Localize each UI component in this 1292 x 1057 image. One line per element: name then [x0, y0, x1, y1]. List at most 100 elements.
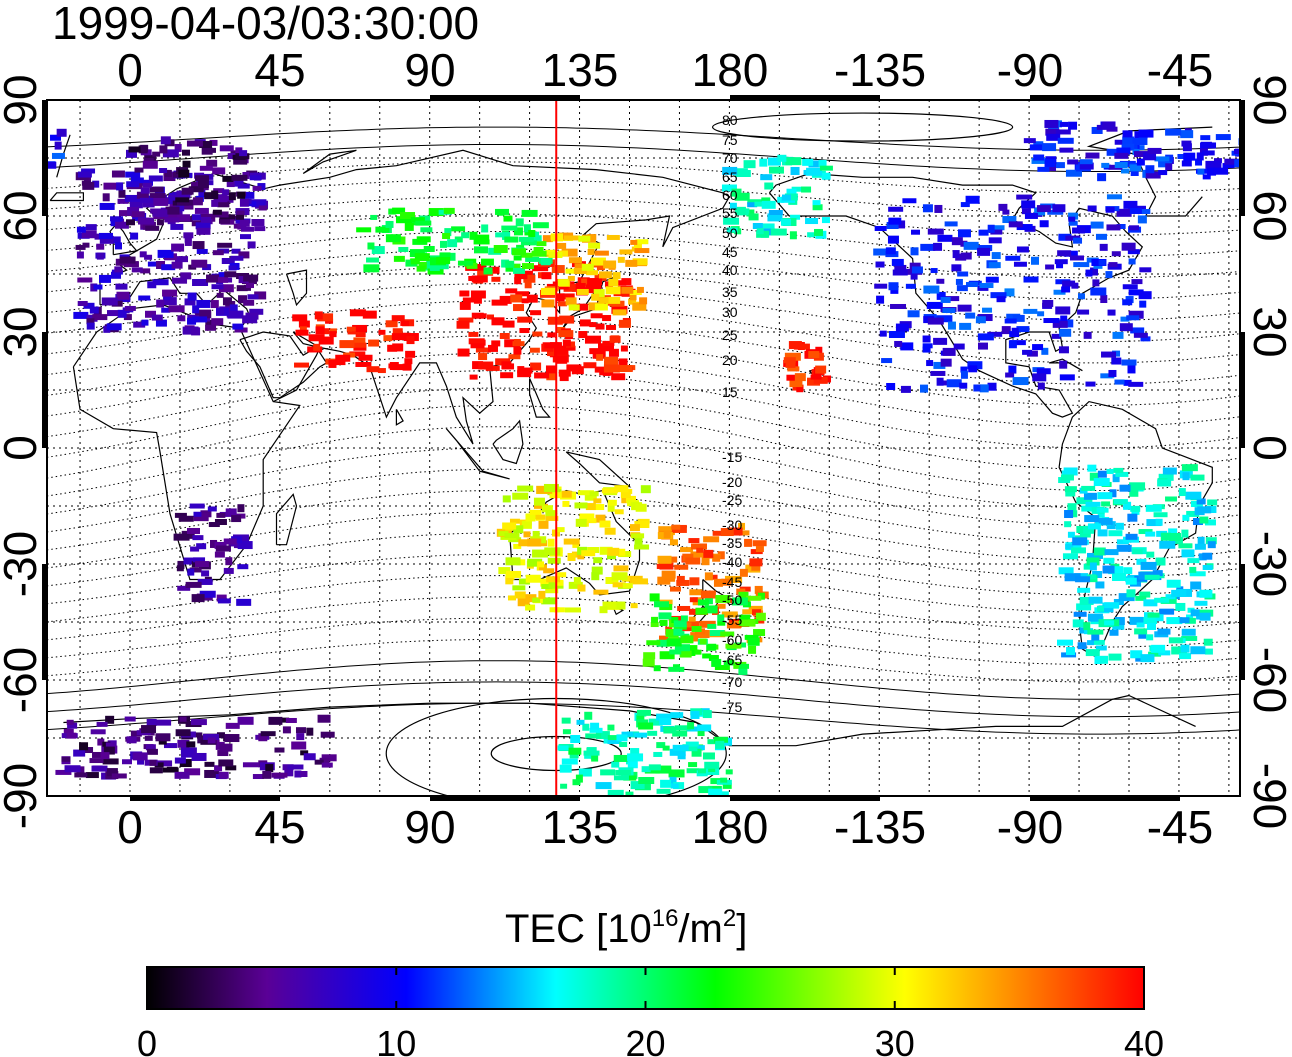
tec-point: [184, 768, 201, 776]
tec-point: [454, 236, 463, 243]
tec-point: [1120, 168, 1129, 174]
tec-point: [55, 769, 72, 775]
tec-point: [601, 488, 618, 494]
tec-point: [191, 259, 208, 268]
tec-point: [525, 513, 536, 522]
tec-point: [955, 253, 967, 261]
tec-point: [755, 612, 766, 621]
tec-point: [415, 220, 432, 226]
tec-point: [1072, 227, 1086, 234]
tec-point: [214, 541, 227, 549]
tec-point: [155, 733, 171, 742]
tec-point: [602, 340, 615, 346]
tec-point: [894, 264, 907, 271]
tec-point: [77, 277, 93, 283]
tec-point: [813, 376, 828, 384]
magnetic-latitude-label: 45: [722, 244, 738, 260]
tec-point: [1084, 515, 1100, 523]
tec-point: [636, 714, 645, 722]
tec-point: [1201, 150, 1215, 156]
tec-point: [789, 231, 797, 240]
tec-point: [1105, 206, 1115, 213]
tec-point: [1106, 224, 1121, 231]
tec-point: [557, 301, 567, 307]
tec-point: [366, 257, 380, 263]
tec-point: [524, 281, 532, 289]
tec-point: [532, 265, 549, 272]
tec-point: [725, 643, 742, 649]
tec-point: [749, 558, 763, 567]
tec-point: [546, 373, 557, 381]
tec-point: [538, 590, 546, 599]
tec-point: [658, 612, 672, 620]
left-latitude-label: 90: [0, 74, 46, 125]
tec-point: [1042, 143, 1057, 152]
tec-point: [622, 583, 633, 589]
tec-point: [607, 724, 615, 731]
tec-point: [1199, 516, 1209, 524]
tec-point: [598, 343, 615, 352]
tec-point: [179, 716, 187, 722]
tec-point: [159, 168, 168, 174]
tec-point: [201, 570, 210, 577]
tec-point: [636, 286, 644, 293]
tec-point: [499, 332, 510, 339]
coastline-path: [63, 694, 1196, 747]
tec-point: [1189, 571, 1206, 577]
tec-point: [616, 280, 627, 286]
tec-point: [711, 658, 722, 667]
tec-point: [738, 591, 749, 600]
tec-point: [231, 174, 248, 181]
tec-point: [611, 572, 628, 581]
tec-point: [926, 360, 934, 367]
bottom-longitude-label: -45: [1147, 801, 1213, 853]
tec-point: [254, 226, 266, 232]
tec-point: [182, 160, 191, 168]
tec-point: [630, 748, 640, 757]
tec-point: [228, 192, 236, 201]
tec-point: [698, 786, 713, 794]
tec-point: [568, 581, 583, 589]
tec-point: [142, 160, 158, 169]
tec-point: [1207, 499, 1218, 506]
tec-point: [391, 333, 406, 341]
tec-point: [767, 213, 783, 222]
tec-point: [192, 305, 200, 314]
tec-point: [378, 329, 386, 335]
tec-point: [86, 322, 95, 330]
tec-point: [1070, 255, 1085, 261]
tec-point: [404, 222, 414, 231]
tec-point: [1031, 256, 1040, 265]
tec-point: [717, 614, 725, 622]
tec-point: [642, 658, 655, 667]
tec-point: [1131, 279, 1143, 285]
tec-point: [1136, 158, 1145, 166]
right-latitude-label: 0: [1244, 435, 1292, 461]
tec-point: [1072, 619, 1084, 628]
tec-point: [114, 266, 123, 273]
top-longitude-ticks: 0 45 90 135 180 -135 -90 -45: [117, 44, 1213, 96]
magnetic-latitude-label: -25: [722, 492, 742, 508]
left-latitude-label: -30: [0, 531, 46, 597]
tec-point: [506, 570, 522, 578]
bottom-longitude-label: 135: [542, 801, 619, 853]
tec-point: [367, 242, 375, 250]
tec-point: [237, 541, 253, 550]
tec-point: [726, 227, 738, 233]
tec-point: [444, 228, 452, 237]
tec-point: [690, 632, 699, 641]
tec-point: [1213, 167, 1229, 175]
tec-point: [1071, 282, 1079, 289]
tec-point: [629, 293, 637, 301]
tec-point: [596, 353, 604, 361]
coastline-path: [272, 196, 730, 445]
tec-point: [586, 283, 602, 289]
tec-point: [1140, 654, 1155, 663]
tec-point: [96, 243, 105, 250]
tec-point: [963, 241, 979, 250]
tec-point: [578, 768, 592, 777]
tec-point: [217, 201, 230, 208]
tec-point: [518, 539, 535, 547]
tec-point: [638, 776, 655, 784]
tec-point: [528, 229, 536, 237]
